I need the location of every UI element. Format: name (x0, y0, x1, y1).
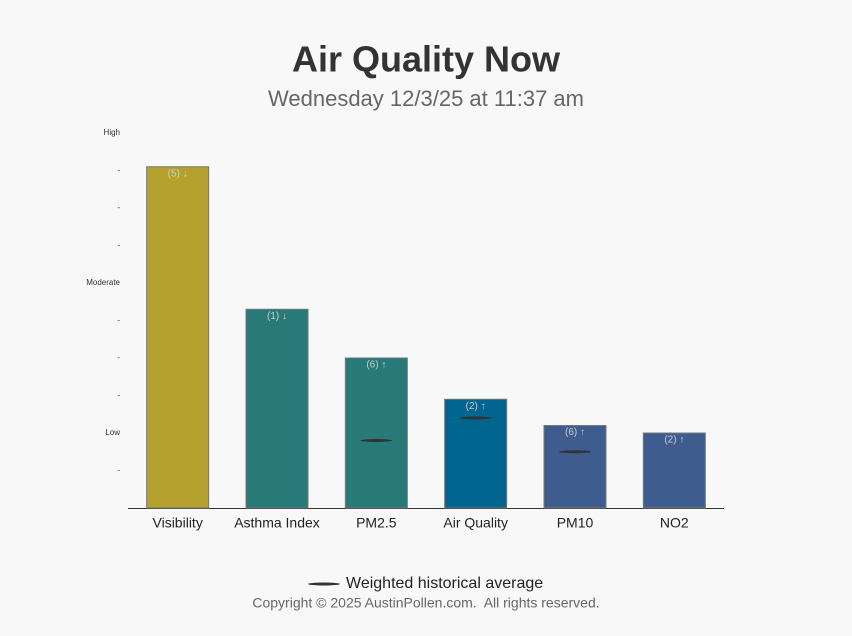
bar (642, 432, 706, 509)
y-tick-label: Moderate (86, 278, 120, 287)
x-tick-label: PM10 (557, 515, 594, 531)
x-tick-label: NO2 (660, 515, 689, 531)
historical-marker (459, 416, 492, 420)
y-tick-label: - (117, 466, 120, 475)
bar-annotation: (2) ↑ (664, 435, 684, 446)
historical-marker (559, 450, 591, 454)
x-tick-label: Asthma Index (234, 515, 320, 531)
bar (146, 166, 210, 509)
chart-subtitle: Wednesday 12/3/25 at 11:37 am (268, 86, 584, 111)
historical-marker (360, 439, 393, 442)
bar (344, 357, 408, 509)
bar (444, 398, 508, 509)
y-tick-label: - (117, 166, 120, 175)
legend-swatch (308, 582, 340, 586)
bar-annotation: (6) ↑ (565, 427, 585, 438)
y-tick-label: - (117, 391, 120, 400)
y-tick-label: - (117, 316, 120, 325)
y-tick-label: - (117, 241, 120, 250)
y-tick-label: - (117, 353, 120, 362)
legend-label: Weighted historical average (346, 575, 543, 592)
bar-annotation: (6) ↑ (366, 360, 386, 371)
bar-annotation: (1) ↓ (267, 311, 287, 322)
x-tick-label: Air Quality (443, 515, 508, 531)
footer: Copyright © 2025 AustinPollen.com. All r… (252, 595, 599, 611)
bar (245, 308, 309, 509)
y-tick-label: - (117, 203, 120, 212)
y-tick-label: High (104, 128, 120, 137)
bar-annotation: (2) ↑ (466, 401, 486, 412)
chart-title: Air Quality Now (292, 39, 561, 80)
x-tick-label: Visibility (153, 515, 203, 531)
y-tick-label: Low (105, 428, 120, 437)
bar-annotation: (5) ↓ (168, 168, 188, 179)
x-tick-label: PM2.5 (356, 515, 397, 531)
bar (543, 425, 607, 509)
